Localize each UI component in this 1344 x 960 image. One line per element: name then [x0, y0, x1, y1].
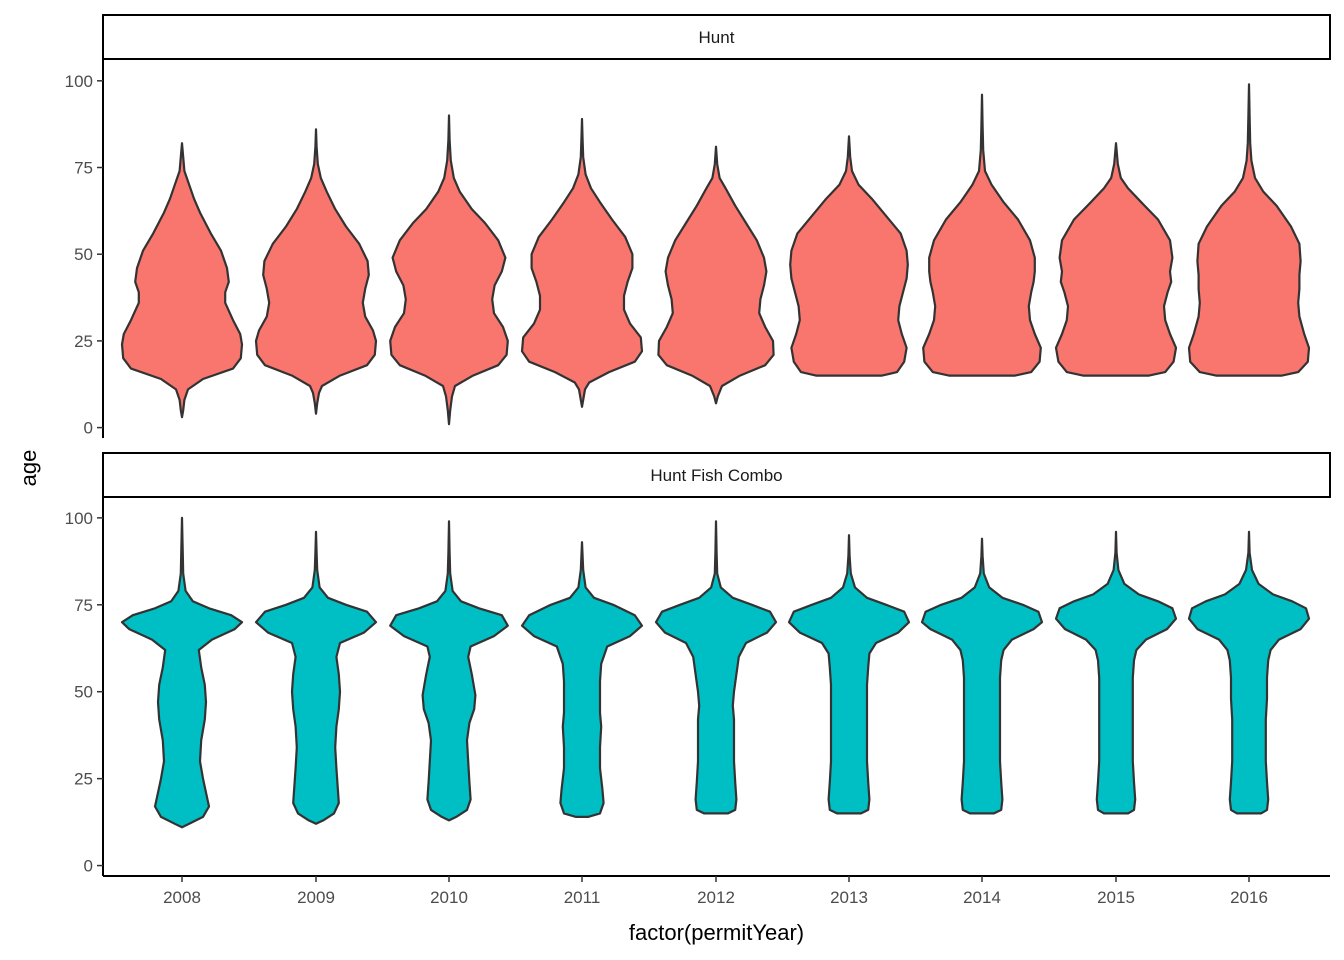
violin-hunt-fish-combo-2011 [520, 541, 644, 818]
facet-strip-label: Hunt Fish Combo [650, 466, 782, 485]
y-tick-label: 0 [84, 857, 93, 876]
violin-hunt-2011 [520, 117, 644, 408]
y-tick-label: 75 [74, 159, 93, 178]
x-tick-label: 2012 [697, 888, 735, 907]
x-axis-title: factor(permitYear) [629, 920, 804, 945]
facet-strip [102, 452, 1331, 498]
x-tick-label: 2009 [297, 888, 335, 907]
x-tick-label: 2008 [163, 888, 201, 907]
y-tick-label: 100 [65, 72, 93, 91]
violin-hunt-2009 [254, 128, 378, 415]
violin-hunt-2016 [1187, 83, 1311, 377]
x-tick-label: 2015 [1097, 888, 1135, 907]
y-tick-label: 50 [74, 245, 93, 264]
y-tick-label: 0 [84, 419, 93, 438]
x-tick-label: 2010 [430, 888, 468, 907]
violin-hunt-2013 [789, 135, 909, 377]
x-tick-label: 2014 [963, 888, 1001, 907]
violin-hunt-2015 [1054, 142, 1178, 377]
facet-strip [102, 14, 1331, 60]
violin-hunt-fish-combo-2014 [920, 537, 1044, 815]
violin-hunt-2014 [922, 93, 1042, 377]
y-tick-label: 75 [74, 596, 93, 615]
violin-hunt-fish-combo-2016 [1187, 530, 1311, 815]
violin-hunt-fish-combo-2010 [389, 520, 509, 822]
violin-hunt-fish-combo-2015 [1054, 530, 1178, 815]
y-axis-title: age [16, 450, 41, 487]
violin-hunt-2010 [389, 114, 509, 426]
violin-hunt-fish-combo-2013 [787, 534, 911, 815]
y-tick-label: 25 [74, 770, 93, 789]
violin-hunt-fish-combo-2009 [254, 530, 378, 825]
violin-hunt-fish-combo-2008 [120, 516, 244, 829]
violin-hunt-2012 [657, 145, 775, 405]
y-tick-label: 50 [74, 683, 93, 702]
y-tick-label: 100 [65, 509, 93, 528]
y-tick-label: 25 [74, 332, 93, 351]
x-tick-label: 2011 [564, 888, 601, 907]
x-tick-label: 2016 [1230, 888, 1268, 907]
x-tick-label: 2013 [830, 888, 868, 907]
facet-strip-label: Hunt [699, 28, 735, 47]
violin-hunt-fish-combo-2012 [654, 520, 778, 815]
violin-hunt-2008 [120, 142, 244, 419]
